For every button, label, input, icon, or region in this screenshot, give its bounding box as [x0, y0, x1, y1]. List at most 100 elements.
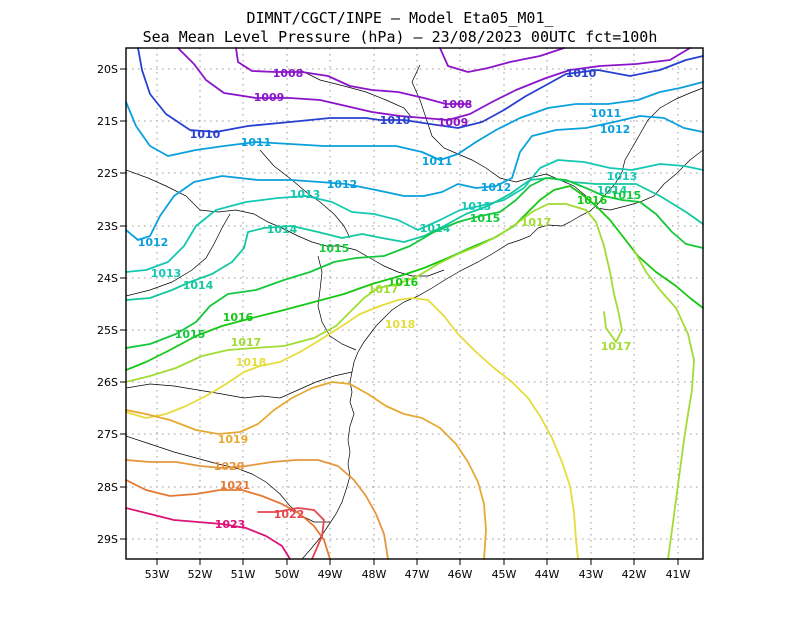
contour-label-1013: 1013 [290, 188, 321, 201]
contour-label-1017: 1017 [601, 340, 632, 353]
title-line-2: Sea Mean Level Pressure (hPa) – 23/08/20… [143, 28, 658, 46]
axis-ticks [120, 68, 679, 565]
contour-label-1012: 1012 [600, 123, 631, 136]
contour-label-1014: 1014 [267, 223, 298, 236]
contour-label-1018: 1018 [385, 318, 416, 331]
isobar-1017-a [125, 203, 587, 383]
contour-label-1012: 1012 [481, 181, 512, 194]
lon-tick-label: 52W [188, 568, 213, 581]
lon-tick-label: 45W [492, 568, 517, 581]
isobar-1009-a [177, 47, 449, 121]
contour-label-1010: 1010 [566, 67, 597, 80]
contour-label-1017: 1017 [521, 216, 552, 229]
contour-label-1013: 1013 [607, 170, 638, 183]
coastline [301, 87, 704, 560]
isobar-1009-b [447, 47, 691, 121]
contour-label-1014: 1014 [597, 184, 628, 197]
lon-tick-label: 49W [318, 568, 343, 581]
lat-tick-label: 28S [97, 481, 118, 494]
isobar-1022 [257, 507, 325, 560]
contour-label-1022: 1022 [274, 508, 305, 521]
contour-label-1021: 1021 [220, 479, 251, 492]
lat-tick-label: 26S [97, 376, 118, 389]
contour-label-1018: 1018 [236, 356, 267, 369]
state-border-north [299, 69, 413, 119]
isobar-1008-a [235, 47, 471, 105]
isobar-1019 [125, 381, 487, 560]
isobar-1020 [125, 459, 389, 560]
contour-label-1008: 1008 [442, 98, 473, 111]
map-borders [125, 64, 704, 560]
map-frame [125, 47, 704, 560]
contour-label-1011: 1011 [241, 136, 272, 149]
contour-label-1009: 1009 [254, 91, 285, 104]
contour-label-1014: 1014 [183, 279, 214, 292]
contour-label-1012: 1012 [327, 178, 358, 191]
lat-tick-label: 29S [97, 533, 118, 546]
contour-label-1012: 1012 [138, 236, 169, 249]
isobar-1017-b [585, 209, 623, 343]
contour-label-1015: 1015 [470, 212, 501, 225]
lat-tick-label: 21S [97, 115, 118, 128]
isobar-1013 [125, 159, 704, 273]
lon-tick-label: 47W [405, 568, 430, 581]
contour-labels: 1008 1008 1009 1009 1010 1010 1010 1011 … [138, 67, 642, 531]
lon-tick-label: 42W [622, 568, 647, 581]
contour-label-1011: 1011 [591, 107, 622, 120]
contour-label-1016: 1016 [223, 311, 254, 324]
lat-tick-label: 24S [97, 272, 118, 285]
isobar-1015 [125, 177, 704, 349]
isobar-1008-b [439, 47, 565, 73]
contour-label-1015: 1015 [175, 328, 206, 341]
isobar-1011 [125, 81, 704, 161]
isobar-1018 [125, 297, 579, 560]
contour-label-1019: 1019 [218, 433, 249, 446]
state-border-sp-pr [199, 209, 445, 277]
contour-label-1011: 1011 [422, 155, 453, 168]
contour-label-1017: 1017 [368, 283, 399, 296]
contour-label-1017: 1017 [231, 336, 262, 349]
state-border-mg-sp [411, 64, 587, 197]
isobar-1021 [125, 479, 331, 560]
contour-label-1023: 1023 [215, 518, 246, 531]
contour-label-1008: 1008 [273, 67, 304, 80]
contour-label-1020: 1020 [214, 460, 245, 473]
lat-tick-labels: 20S 21S 22S 23S 24S 25S 26S 27S 28S 29S [97, 63, 118, 546]
contour-label-1009: 1009 [438, 116, 469, 129]
contour-label-1016: 1016 [577, 194, 608, 207]
contour-label-1014: 1014 [420, 222, 451, 235]
lat-tick-label: 23S [97, 220, 118, 233]
state-border-pr-sc [125, 371, 353, 399]
state-border-ms-pr [125, 213, 231, 297]
contour-label-1010: 1010 [190, 128, 221, 141]
contour-label-1015: 1015 [611, 189, 642, 202]
lon-tick-label: 51W [231, 568, 256, 581]
isobar-1023 [125, 507, 291, 560]
lon-tick-label: 41W [666, 568, 691, 581]
contour-label-1013: 1013 [461, 200, 492, 213]
isobar-1014 [125, 177, 704, 301]
contour-label-1013: 1013 [151, 267, 182, 280]
lon-tick-label: 48W [362, 568, 387, 581]
state-border-pr-west [317, 255, 357, 351]
state-border-mg-rj [595, 149, 704, 211]
lon-tick-labels: 53W 52W 51W 50W 49W 48W 47W 46W 45W 44W … [145, 568, 691, 581]
lat-tick-label: 22S [97, 167, 118, 180]
lon-tick-label: 50W [275, 568, 300, 581]
isobars [125, 47, 704, 560]
isobar-1012 [125, 115, 704, 241]
contour-label-1016: 1016 [388, 276, 419, 289]
lon-tick-label: 44W [535, 568, 560, 581]
lon-tick-label: 53W [145, 568, 170, 581]
lat-tick-label: 25S [97, 324, 118, 337]
contour-label-1010: 1010 [380, 114, 411, 127]
contour-label-1015: 1015 [319, 242, 350, 255]
lat-tick-label: 20S [97, 63, 118, 76]
state-border-goias [125, 169, 201, 211]
lon-tick-label: 43W [579, 568, 604, 581]
isobar-1017-c [633, 249, 695, 560]
lat-tick-label: 27S [97, 428, 118, 441]
title-line-1: DIMNT/CGCT/INPE – Model Eta05_M01_ [246, 9, 554, 27]
lon-tick-label: 46W [448, 568, 473, 581]
